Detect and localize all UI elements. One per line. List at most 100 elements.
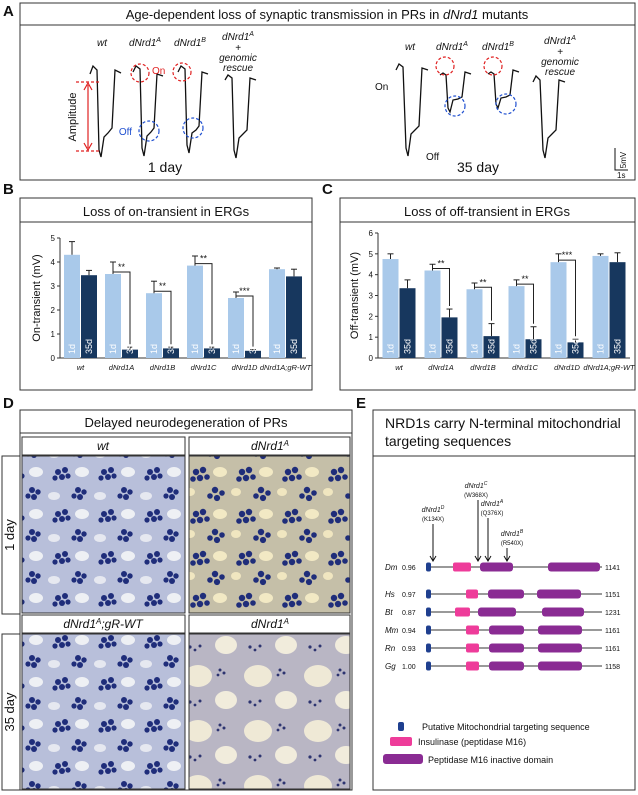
amplitude-label: Amplitude [67,93,79,142]
bar [382,259,399,358]
protein-length: 1151 [605,592,620,599]
series-label: 1d [512,344,522,354]
text-part: dNrd1 [63,617,96,631]
amplitude-arrows [83,81,93,152]
panel-label: E [356,395,366,412]
identity-score: 0.87 [402,610,416,617]
text-part: Age-dependent loss of synaptic transmiss… [126,7,443,22]
panel-frame [372,409,636,791]
mutation: (Q376X) [481,511,504,517]
species-rows: Dm 0.96 1141 Hs 0.97 1151 Bt 0.87 1231 Mm 0.94 1161… [385,562,621,671]
highlight-circles [130,56,517,142]
targeting-sequence [426,643,431,653]
identity-score: 0.94 [402,628,416,635]
text-part: dNrd1 [481,501,500,508]
allele: dNrd1C [465,481,488,490]
targeting-sequence [426,625,431,635]
text-part: A [95,617,101,626]
series-label: 1d [470,344,480,354]
inactive-domain [478,607,516,617]
x-tick-label: dNrd1D [232,363,258,372]
series-label: 35d [84,339,94,354]
off-circle [495,93,517,115]
significance-bracket [236,295,254,347]
trace [89,64,122,158]
panel-frame [19,197,313,391]
trace [439,71,472,114]
panel-label: A [3,3,14,20]
targeting-sequence [426,607,431,617]
y-tick-label: 3 [369,292,374,301]
x-tick-label: wt [77,363,85,372]
x-tick-label: dNrd1B [470,363,495,372]
trace [132,65,164,157]
species-name: Bt [385,608,393,617]
series-label: 1d [554,344,564,354]
significance-bracket [432,268,450,307]
significance-label: ** [479,277,487,287]
arrow [484,518,492,562]
insulinase-domain [466,661,479,671]
protein-length: 1161 [605,628,620,635]
series-label: 1d [108,344,118,354]
text-part: A [248,31,254,38]
arrow [429,524,437,562]
inactive-domain [548,562,600,572]
bar [187,265,203,358]
legend-label: Peptidase M16 inactive domain [428,755,553,765]
panel-label: C [322,181,333,198]
panel-title: NRD1s carry N-terminal mitochondrial [385,415,621,431]
text-part: A [499,499,504,505]
mutation-arrows [429,500,511,562]
trace [177,65,209,154]
series-label: 1d [272,344,282,354]
protein-length: 1158 [605,664,620,671]
significance-label: *** [239,286,250,296]
inactive-domain [488,589,524,599]
bar [163,348,179,358]
panel-label: B [3,181,14,198]
significance-bracket [516,283,534,324]
text-part: A [283,617,289,626]
text-part: dNrd1 [443,7,478,22]
inactive-domain [538,643,582,653]
on-circle [483,56,503,76]
allele: dNrd1B [501,529,524,538]
protein-length: 1161 [605,646,620,653]
age-label: 35 day [457,159,499,175]
y-tick-label: 1 [369,333,374,342]
text-part: B [520,529,524,535]
genotype-label: dNrd1A [222,31,254,43]
off-circle [182,117,204,139]
insulinase-domain [455,607,470,617]
species-name: Gg [385,662,396,671]
row-frame [1,633,21,791]
row-label: 35 day [2,692,17,732]
row-label: 1 day [2,519,17,551]
inactive-domain [542,607,584,617]
identity-score: 0.96 [402,565,416,572]
insulinase-domain [466,589,478,599]
inactive-domain [537,589,581,599]
text-part: dNrd1 [544,36,571,47]
arrow [503,548,511,562]
x-tick-label: dNrd1A;gR-WT [583,363,636,372]
trace [224,74,257,159]
genotype-label: dNrd1A [129,37,161,49]
y-tick-label: 4 [51,258,56,267]
series-label: 35d [529,339,539,354]
y-tick-label: 5 [369,250,374,259]
y-tick-label: 4 [369,271,374,280]
micrograph [188,455,351,614]
inactive-domain [538,661,582,671]
off-label: Off [119,127,132,138]
image-label: dNrd1A [251,439,289,453]
inactive-domain [480,562,513,572]
on-circle [435,56,455,76]
off-label: Off [426,152,439,163]
y-tick-label: 3 [51,282,56,291]
on-label: On [152,66,165,77]
series-label: 1d [149,344,159,354]
bar [64,254,80,358]
